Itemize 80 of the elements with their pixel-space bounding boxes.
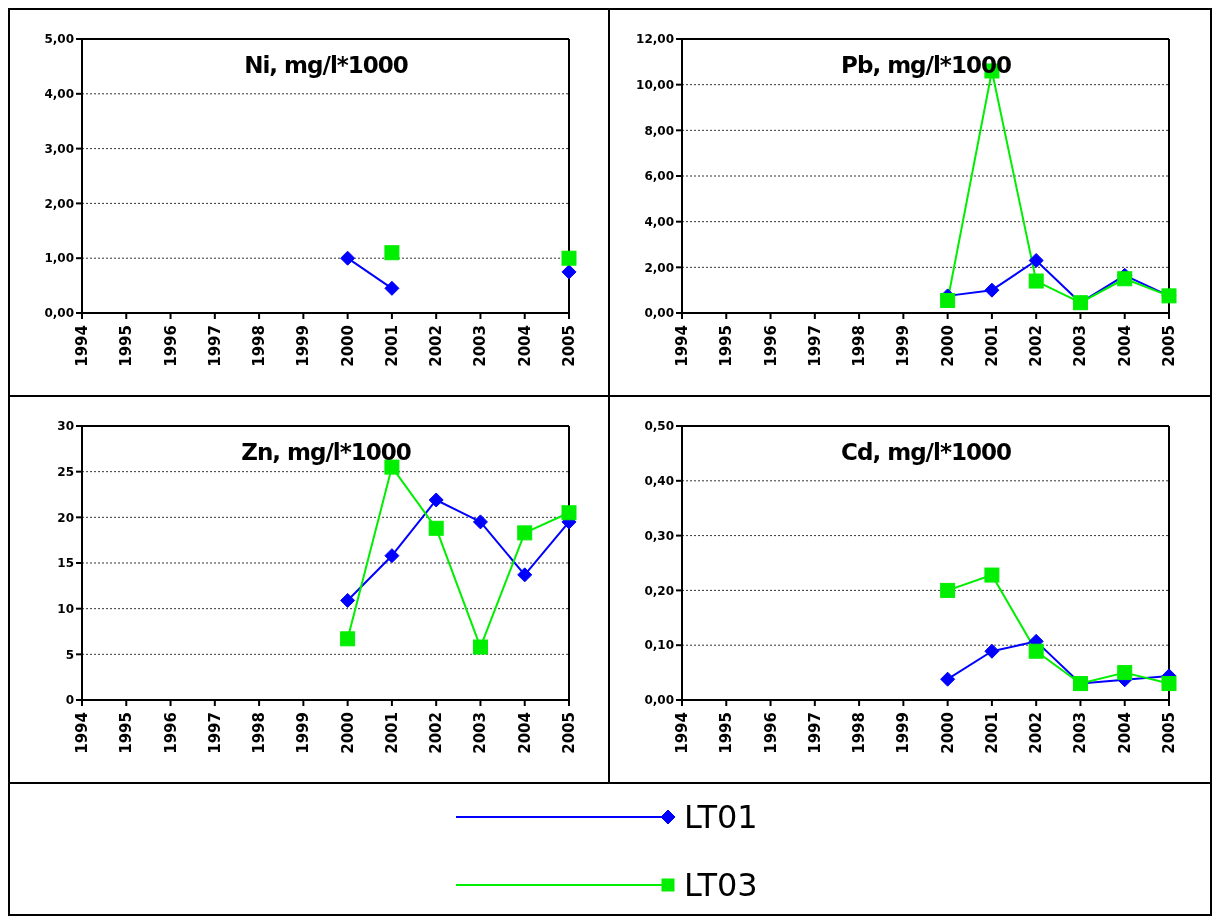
y-tick-label: 0,00 (644, 693, 674, 708)
x-tick-label: 2005 (560, 325, 578, 367)
x-tick-label: 1997 (805, 325, 824, 367)
x-tick-label: 1998 (250, 712, 269, 754)
x-tick-label: 1996 (161, 325, 180, 367)
text: Ni, mg/l*1000 (243, 52, 409, 78)
text: Zn, mg/l*1000 (240, 439, 412, 465)
x-tick-label: 1999 (894, 325, 913, 367)
x-tick-label: 1994 (673, 325, 691, 367)
x-tick-label: 1997 (205, 712, 224, 754)
y-tick-label: 0,10 (644, 638, 674, 653)
x-tick-label: 2001 (382, 712, 401, 754)
x-tick-label: 2000 (338, 325, 357, 367)
legend-label: LT03 (684, 866, 759, 904)
x-tick-label: 1995 (117, 712, 136, 754)
y-tick-label: 8,00 (644, 123, 674, 138)
x-tick-label: 1994 (73, 325, 91, 367)
x-tick-label: 2005 (1160, 712, 1178, 754)
x-tick-label: 2003 (471, 712, 490, 754)
y-tick-label: 25 (57, 464, 74, 479)
x-tick-label: 2002 (427, 712, 446, 754)
legend-label: LT01 (684, 798, 759, 836)
x-tick-label: 1998 (850, 325, 869, 367)
y-tick-label: 4,00 (44, 87, 74, 102)
text: Pb, mg/l*1000 (840, 52, 1012, 78)
x-tick-label: 2005 (560, 712, 578, 754)
y-tick-label: 4,00 (644, 214, 674, 229)
x-tick-label: 2002 (1027, 712, 1046, 754)
y-tick-label: 2,00 (44, 196, 74, 211)
y-tick-label: 15 (57, 556, 74, 571)
y-tick-label: 20 (57, 510, 74, 525)
x-tick-label: 2003 (1071, 712, 1090, 754)
x-tick-label: 2000 (938, 712, 957, 754)
x-tick-label: 1998 (250, 325, 269, 367)
x-tick-label: 2003 (1071, 325, 1090, 367)
x-tick-label: 2004 (515, 712, 534, 754)
y-tick-label: 0,40 (644, 474, 674, 489)
y-tick-label: 0,00 (44, 306, 74, 321)
x-tick-label: 2000 (938, 325, 957, 367)
y-tick-label: 5,00 (44, 32, 74, 47)
x-tick-label: 2004 (1115, 712, 1134, 754)
x-tick-label: 1995 (117, 325, 136, 367)
x-tick-label: 2001 (982, 712, 1001, 754)
y-tick-label: 0 (65, 693, 74, 708)
y-tick-label: 5 (65, 647, 74, 662)
x-tick-label: 1996 (161, 712, 180, 754)
x-tick-label: 1995 (717, 712, 736, 754)
x-tick-label: 1999 (294, 712, 313, 754)
y-tick-label: 3,00 (44, 141, 74, 156)
y-tick-label: 12,00 (636, 32, 674, 47)
y-tick-label: 2,00 (644, 260, 674, 275)
y-tick-label: 0,00 (644, 306, 674, 321)
x-tick-label: 2004 (515, 325, 534, 367)
x-tick-label: 2001 (982, 325, 1001, 367)
x-tick-label: 1994 (73, 712, 91, 754)
x-tick-label: 1997 (205, 325, 224, 367)
x-tick-label: 2003 (471, 325, 490, 367)
x-tick-label: 2002 (1027, 325, 1046, 367)
y-tick-label: 6,00 (644, 169, 674, 184)
x-tick-label: 1996 (761, 712, 780, 754)
x-tick-label: 1995 (717, 325, 736, 367)
x-tick-label: 1999 (294, 325, 313, 367)
y-tick-label: 10 (57, 601, 74, 616)
x-tick-label: 2002 (427, 325, 446, 367)
y-tick-label: 1,00 (44, 251, 74, 266)
y-tick-label: 0,30 (644, 528, 674, 543)
x-tick-label: 2000 (338, 712, 357, 754)
y-tick-label: 30 (57, 419, 74, 434)
text: Cd, mg/l*1000 (840, 439, 1012, 465)
y-tick-label: 0,50 (644, 419, 674, 434)
x-tick-label: 1997 (805, 712, 824, 754)
y-tick-label: 0,20 (644, 583, 674, 598)
x-tick-label: 1994 (673, 712, 691, 754)
x-tick-label: 2001 (382, 325, 401, 367)
x-tick-label: 1996 (761, 325, 780, 367)
y-tick-label: 10,00 (636, 77, 674, 92)
x-tick-label: 2005 (1160, 325, 1178, 367)
x-tick-label: 2004 (1115, 325, 1134, 367)
x-tick-label: 1998 (850, 712, 869, 754)
x-tick-label: 1999 (894, 712, 913, 754)
